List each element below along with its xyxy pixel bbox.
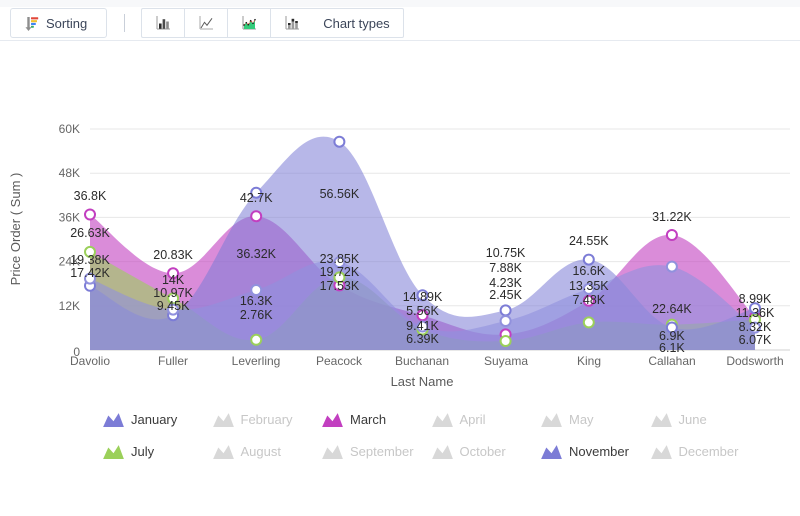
svg-text:14.89K: 14.89K	[403, 290, 443, 304]
svg-text:8.99K: 8.99K	[739, 292, 772, 306]
svg-text:6.1K: 6.1K	[659, 341, 685, 355]
svg-text:11.36K: 11.36K	[736, 306, 775, 320]
svg-text:Price Order ( Sum ): Price Order ( Sum )	[8, 173, 23, 286]
svg-text:5.56K: 5.56K	[406, 304, 439, 318]
svg-text:2.76K: 2.76K	[240, 308, 273, 322]
svg-text:48K: 48K	[59, 166, 80, 180]
svg-text:22.64K: 22.64K	[652, 302, 692, 316]
svg-text:6.39K: 6.39K	[406, 332, 439, 346]
svg-text:42.7K: 42.7K	[240, 191, 273, 205]
svg-text:Fuller: Fuller	[158, 354, 188, 368]
svg-text:16.3K: 16.3K	[240, 294, 273, 308]
svg-text:31.22K: 31.22K	[652, 210, 692, 224]
svg-text:Last Name: Last Name	[391, 374, 454, 389]
svg-text:17.42K: 17.42K	[70, 266, 110, 280]
svg-text:8.32K: 8.32K	[739, 320, 772, 334]
svg-text:36K: 36K	[59, 210, 80, 224]
svg-text:2.45K: 2.45K	[489, 288, 522, 302]
svg-text:Suyama: Suyama	[484, 354, 528, 368]
svg-text:7.48K: 7.48K	[572, 293, 605, 307]
svg-text:20.83K: 20.83K	[153, 248, 193, 262]
svg-text:Buchanan: Buchanan	[395, 354, 449, 368]
svg-text:Dodsworth: Dodsworth	[726, 354, 783, 368]
svg-text:26.63K: 26.63K	[70, 226, 110, 240]
svg-text:9.41K: 9.41K	[406, 319, 439, 333]
svg-text:Callahan: Callahan	[648, 354, 695, 368]
svg-text:36.32K: 36.32K	[236, 247, 276, 261]
svg-text:6.07K: 6.07K	[739, 333, 772, 347]
svg-text:King: King	[577, 354, 601, 368]
svg-text:23.85K: 23.85K	[320, 252, 360, 266]
svg-text:17.53K: 17.53K	[320, 279, 360, 293]
svg-text:7.88K: 7.88K	[489, 261, 522, 275]
svg-text:16.6K: 16.6K	[572, 264, 605, 278]
svg-text:36.8K: 36.8K	[74, 189, 107, 203]
svg-text:10.97K: 10.97K	[153, 286, 193, 300]
svg-text:24.55K: 24.55K	[569, 234, 609, 248]
svg-text:19.38K: 19.38K	[70, 253, 110, 267]
svg-text:12K: 12K	[59, 299, 80, 313]
svg-text:Davolio: Davolio	[70, 354, 110, 368]
svg-text:60K: 60K	[59, 122, 80, 136]
svg-text:Peacock: Peacock	[316, 354, 363, 368]
svg-text:14K: 14K	[162, 273, 185, 287]
svg-text:13.35K: 13.35K	[569, 279, 609, 293]
svg-text:9.45K: 9.45K	[157, 299, 190, 313]
svg-text:19.72K: 19.72K	[320, 265, 360, 279]
svg-text:Leverling: Leverling	[232, 354, 281, 368]
svg-text:56.56K: 56.56K	[320, 187, 360, 201]
svg-text:10.75K: 10.75K	[486, 246, 526, 260]
